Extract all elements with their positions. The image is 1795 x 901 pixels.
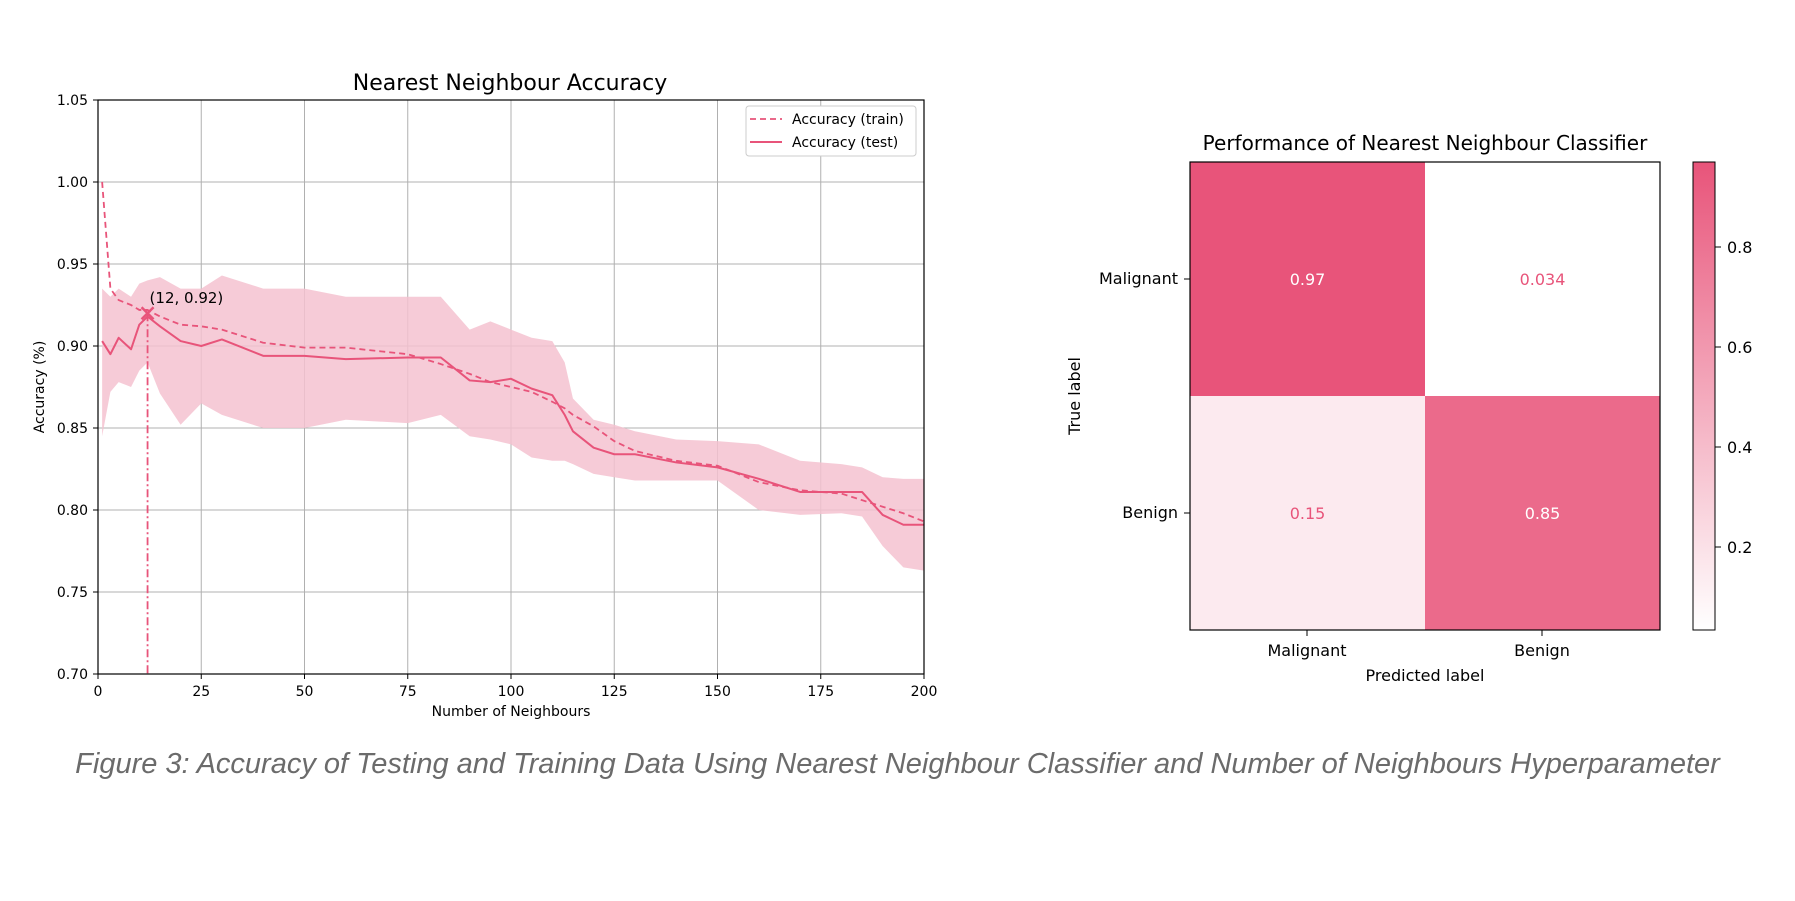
- cm-col-label-malignant: Malignant: [1267, 641, 1346, 660]
- colorbar-gradient: [1692, 161, 1716, 631]
- x-tick-label: 75: [399, 684, 417, 700]
- confusion-matrix-title: Performance of Nearest Neighbour Classif…: [1203, 131, 1648, 155]
- x-tick-label: 100: [498, 684, 525, 700]
- y-tick-label: 0.80: [57, 503, 88, 519]
- x-tick-label: 25: [192, 684, 210, 700]
- cm-cell-r1-c1: [1425, 396, 1660, 630]
- y-tick-label: 0.85: [57, 421, 88, 437]
- y-tick-label: 0.75: [57, 585, 88, 601]
- colorbar-tick-label: 0.6: [1727, 338, 1752, 357]
- cm-cell-r0-c1: [1425, 162, 1660, 396]
- cm-x-axis-label: Predicted label: [1366, 666, 1485, 685]
- y-axis-ticks: 0.70 0.75 0.80 0.85 0.90 0.95 1.00 1.05: [57, 93, 98, 683]
- x-tick-label: 50: [296, 684, 314, 700]
- y-tick-label: 1.05: [57, 93, 88, 109]
- y-tick-label: 0.90: [57, 339, 88, 355]
- legend-train-label: Accuracy (train): [792, 112, 904, 128]
- y-tick-label: 0.95: [57, 257, 88, 273]
- x-tick-label: 0: [94, 684, 103, 700]
- legend-test-label: Accuracy (test): [792, 135, 898, 151]
- x-axis-label: Number of Neighbours: [432, 704, 591, 720]
- x-tick-label: 175: [807, 684, 834, 700]
- colorbar-tick-label: 0.2: [1727, 538, 1752, 557]
- accuracy-test-std-band: [102, 275, 924, 571]
- y-tick-label: 0.70: [57, 667, 88, 683]
- cm-cell-r0-c0: [1190, 162, 1425, 396]
- std-band-area: [102, 275, 924, 571]
- cm-row-label-benign: Benign: [1122, 503, 1178, 522]
- colorbar-tick-label: 0.8: [1727, 238, 1752, 257]
- x-tick-label: 125: [601, 684, 628, 700]
- cm-cell-value-r0-c1: 0.034: [1520, 270, 1566, 289]
- line-chart-title: Nearest Neighbour Accuracy: [353, 71, 668, 96]
- colorbar-tick-label: 0.4: [1727, 438, 1752, 457]
- colorbar-ticks: 0.2 0.4 0.6 0.8: [1715, 238, 1752, 557]
- colorbar: 0.2 0.4 0.6 0.8: [1692, 161, 1752, 631]
- cm-row-label-malignant: Malignant: [1099, 269, 1178, 288]
- cm-cell-value-r1-c1: 0.85: [1525, 504, 1561, 523]
- best-k-annotation: (12, 0.92): [140, 289, 224, 674]
- confusion-matrix-frame: [1189, 161, 1661, 631]
- cm-cell-value-r1-c0: 0.15: [1290, 504, 1326, 523]
- legend-box: [745, 105, 917, 157]
- cm-cell-value-r0-c0: 0.97: [1290, 270, 1326, 289]
- cm-col-label-benign: Benign: [1514, 641, 1570, 660]
- figure: Nearest Neighbour Accuracy (12, 0.92) 0 2…: [32, 71, 1752, 720]
- x-axis-ticks: 0 25 50 75 100 125 150 175 200: [94, 674, 938, 700]
- figure-caption: Figure 3: Accuracy of Testing and Traini…: [75, 748, 1720, 780]
- cm-cell-r1-c0: [1190, 396, 1425, 630]
- accuracy-line-chart: Nearest Neighbour Accuracy (12, 0.92) 0 2…: [32, 71, 937, 720]
- y-tick-label: 1.00: [57, 175, 88, 191]
- cm-y-axis-label: True label: [1065, 357, 1084, 436]
- x-tick-label: 200: [911, 684, 938, 700]
- cm-xtick-malignant: Malignant: [1267, 630, 1347, 660]
- confusion-matrix-cells: 0.97 0.034 0.15 0.85: [1190, 162, 1660, 630]
- confusion-matrix: Performance of Nearest Neighbour Classif…: [1065, 131, 1752, 685]
- cm-ytick-malignant: Malignant: [1099, 269, 1190, 288]
- cm-xtick-benign: Benign: [1514, 630, 1570, 660]
- y-axis-label: Accuracy (%): [32, 341, 48, 434]
- test-accuracy-line: [101, 315, 924, 526]
- best-k-marker: [140, 306, 155, 321]
- line-chart-series: [101, 181, 925, 526]
- legend: Accuracy (train) Accuracy (test): [745, 105, 917, 157]
- best-k-label: (12, 0.92): [150, 289, 224, 307]
- cm-ytick-benign: Benign: [1122, 503, 1190, 522]
- x-tick-label: 150: [704, 684, 731, 700]
